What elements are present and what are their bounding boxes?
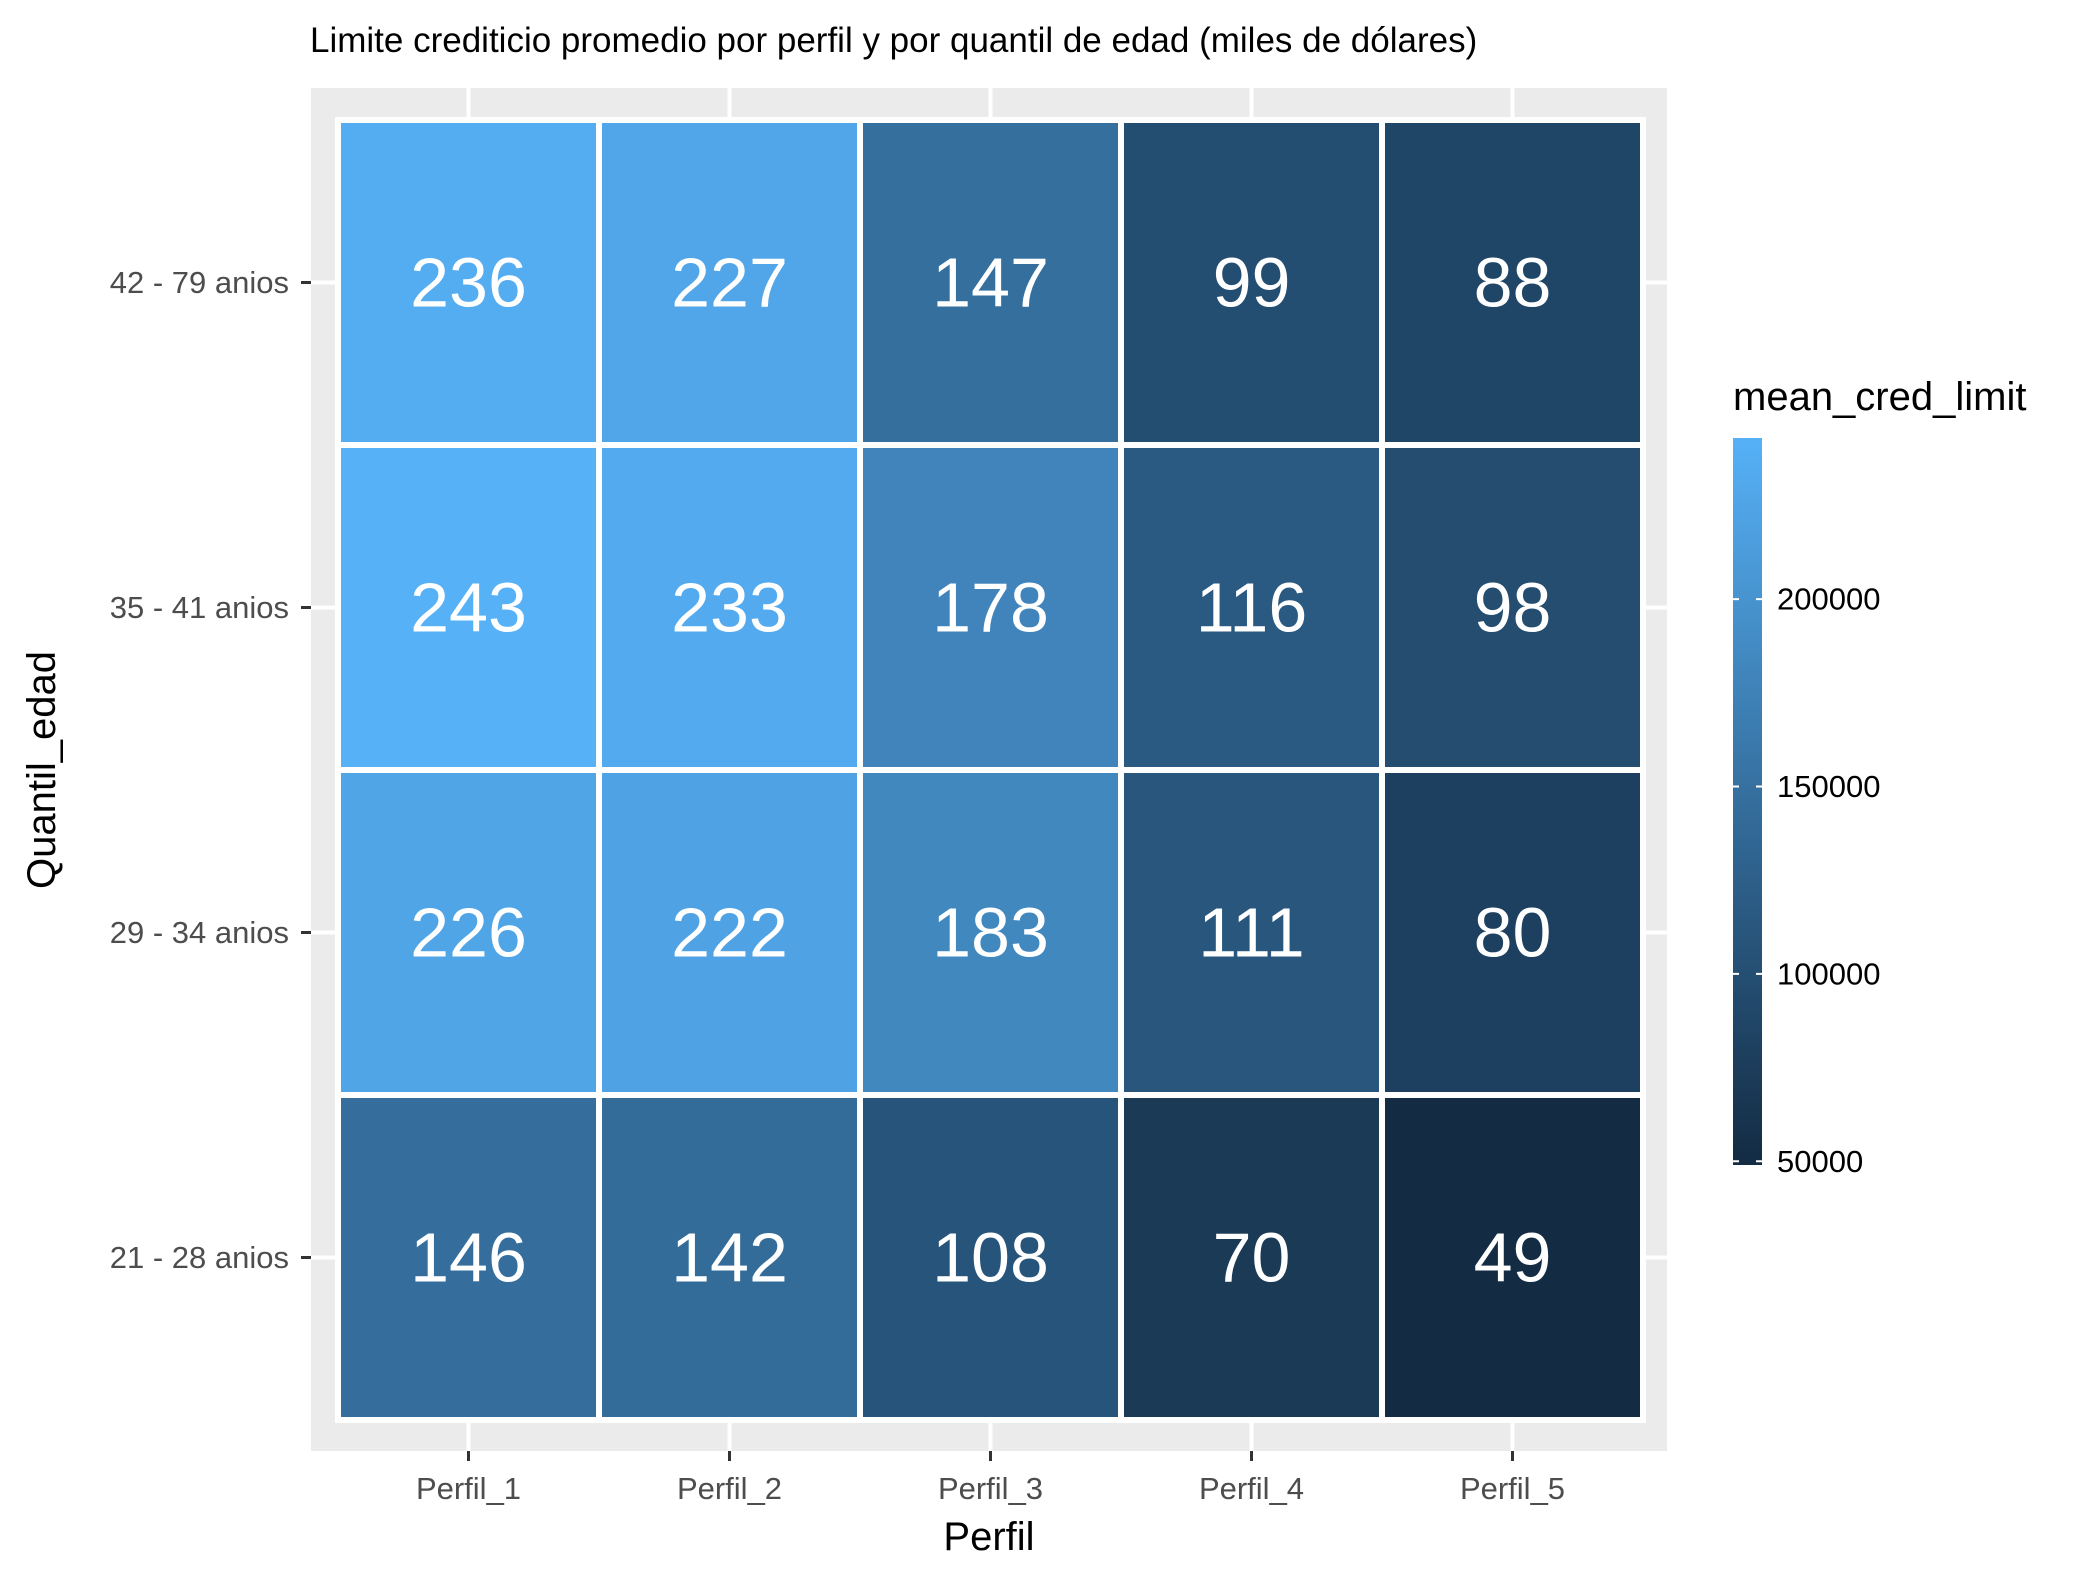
x-axis-tick-label: Perfil_5 xyxy=(1460,1471,1565,1506)
x-axis-title: Perfil xyxy=(943,1515,1034,1559)
heatmap-cell xyxy=(335,767,602,1098)
heatmap-cell xyxy=(596,1092,863,1423)
heatmap-cell xyxy=(1118,442,1385,773)
cell-value-label: 227 xyxy=(671,244,788,322)
y-axis-tick-label: 21 - 28 anios xyxy=(110,1240,289,1275)
legend-tick-label: 150000 xyxy=(1777,769,1880,804)
y-axis-tick-label: 29 - 34 anios xyxy=(110,915,289,950)
cell-value-labels: 236 227 147 99 88 243 233 178 116 98 226 222 183 111 8… xyxy=(410,244,1551,1297)
heatmap-cell xyxy=(1118,117,1385,448)
cell-value-label: 49 xyxy=(1474,1219,1552,1297)
heatmap-cell xyxy=(596,442,863,773)
cell-value-label: 233 xyxy=(671,569,788,647)
heatmap-cell xyxy=(335,1092,602,1423)
chart-title: Limite crediticio promedio por perfil y … xyxy=(310,21,1477,60)
cell-value-label: 183 xyxy=(932,894,1049,972)
y-axis: 42 - 79 anios 35 - 41 anios 29 - 34 anios 2… xyxy=(110,265,311,1275)
y-axis-tick-label: 42 - 79 anios xyxy=(110,265,289,300)
heatmap-cell xyxy=(1379,1092,1646,1423)
legend-tick-label: 200000 xyxy=(1777,582,1880,617)
cell-value-label: 80 xyxy=(1474,894,1552,972)
cell-value-label: 236 xyxy=(410,244,527,322)
legend-tick-label: 50000 xyxy=(1777,1144,1863,1179)
y-axis-title: Quantil_edad xyxy=(20,651,64,889)
cell-value-label: 70 xyxy=(1213,1219,1291,1297)
x-axis-tick-label: Perfil_1 xyxy=(416,1471,521,1506)
cell-value-label: 116 xyxy=(1196,569,1308,647)
cell-value-label: 98 xyxy=(1474,569,1552,647)
cell-value-label: 222 xyxy=(671,894,788,972)
cell-value-label: 243 xyxy=(410,569,527,647)
x-axis-tick-label: Perfil_3 xyxy=(938,1471,1043,1506)
cell-value-label: 178 xyxy=(932,569,1049,647)
heatmap-cell xyxy=(857,1092,1124,1423)
cell-value-label: 111 xyxy=(1198,894,1304,972)
cell-value-label: 146 xyxy=(410,1219,527,1297)
cell-value-label: 147 xyxy=(932,244,1049,322)
y-axis-tick-label: 35 - 41 anios xyxy=(110,590,289,625)
color-legend: mean_cred_limit 50000 100000 150000 200000 xyxy=(1733,375,2026,1179)
x-axis: Perfil_1 Perfil_2 Perfil_3 Perfil_4 Perfil_5 xyxy=(416,1451,1565,1506)
legend-ticks: 50000 100000 150000 200000 xyxy=(1733,582,1880,1179)
heatmap-cell xyxy=(1379,442,1646,773)
x-axis-tick-label: Perfil_4 xyxy=(1199,1471,1304,1506)
cell-value-label: 142 xyxy=(671,1219,788,1297)
cell-value-label: 108 xyxy=(932,1219,1049,1297)
heatmap-cell xyxy=(335,117,602,448)
legend-tick-label: 100000 xyxy=(1777,956,1880,991)
heatmap-cell xyxy=(596,117,863,448)
heatmap-cells xyxy=(335,117,1646,1423)
cell-value-label: 88 xyxy=(1474,244,1552,322)
cell-value-label: 226 xyxy=(410,894,527,972)
cell-value-label: 99 xyxy=(1213,244,1291,322)
x-axis-tick-label: Perfil_2 xyxy=(677,1471,782,1506)
legend-title: mean_cred_limit xyxy=(1733,375,2026,419)
legend-color-bar xyxy=(1733,438,1762,1165)
